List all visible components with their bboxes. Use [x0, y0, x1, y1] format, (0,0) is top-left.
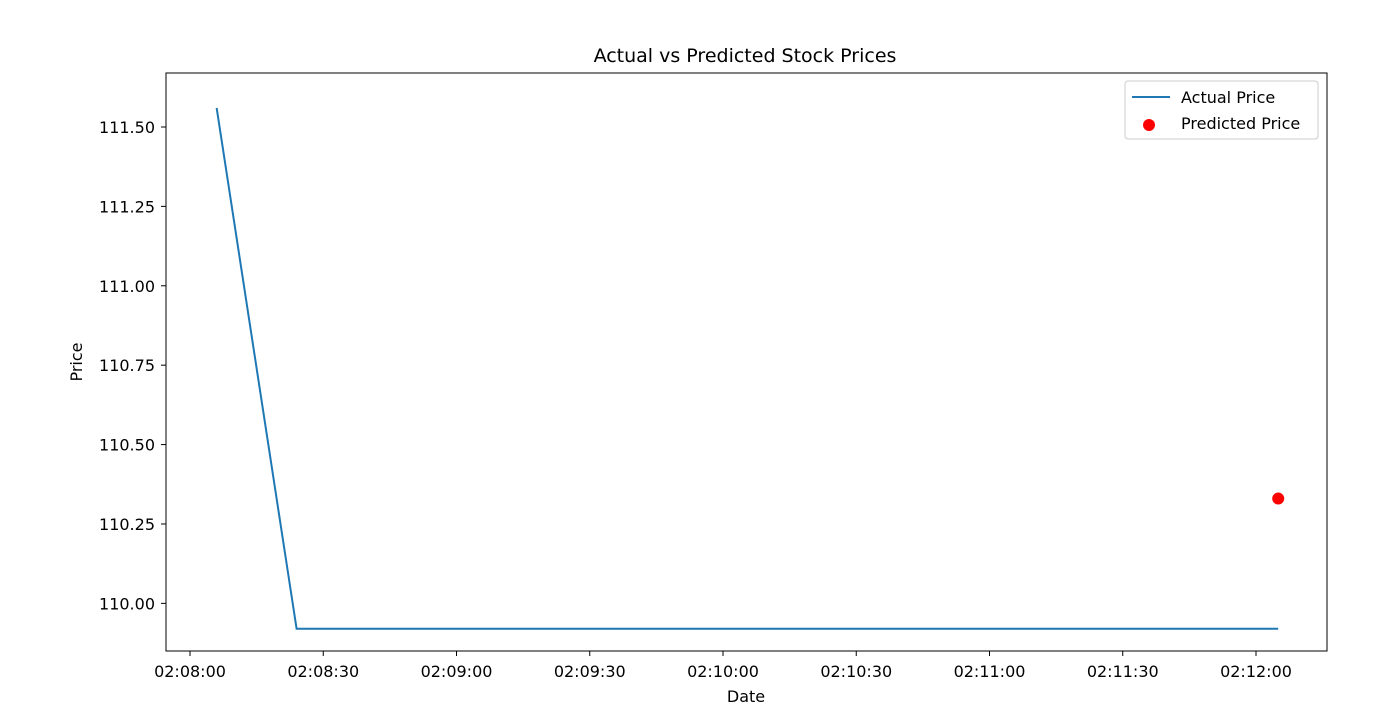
legend-box: [1124, 80, 1319, 140]
legend: Actual Price Predicted Price: [1124, 80, 1319, 140]
x-axis-ticks: 02:08:00 02:08:30 02:09:00 02:09:30 02:10:00…: [154, 651, 1292, 681]
y-tick-label: 110.75: [99, 356, 155, 375]
series-layer: [215, 107, 1285, 630]
x-axis-label: Date: [727, 687, 765, 705]
x-tick-label: 02:10:30: [820, 662, 892, 681]
y-axis-ticks: 110.00 110.25 110.50 110.75 111.00 111.25 111.…: [99, 118, 166, 613]
y-tick-label: 110.00: [99, 594, 155, 613]
legend-swatch-predicted-price: [1143, 119, 1155, 131]
series-point-predicted-price: [1272, 492, 1285, 505]
x-tick-label: 02:08:00: [154, 662, 226, 681]
y-tick-label: 111.50: [99, 118, 155, 137]
y-tick-label: 111.25: [99, 197, 155, 216]
chart-title: Actual vs Predicted Stock Prices: [594, 45, 897, 67]
x-tick-label: 02:11:30: [1087, 662, 1159, 681]
plot-area: [165, 72, 1328, 652]
x-tick-label: 02:10:00: [687, 662, 759, 681]
x-tick-label: 02:09:30: [554, 662, 626, 681]
axes-frame: [165, 72, 1328, 652]
legend-label-actual-price: Actual Price: [1181, 88, 1275, 107]
y-axis-label: Price: [67, 342, 86, 381]
y-tick-label: 110.50: [99, 436, 155, 455]
x-tick-label: 02:12:00: [1220, 662, 1292, 681]
x-tick-label: 02:09:00: [421, 662, 493, 681]
legend-label-predicted-price: Predicted Price: [1181, 114, 1300, 133]
series-line-actual-price: [215, 107, 1279, 630]
y-tick-label: 111.00: [99, 277, 155, 296]
y-tick-label: 110.25: [99, 515, 155, 534]
x-tick-label: 02:11:00: [954, 662, 1026, 681]
x-tick-label: 02:08:30: [287, 662, 359, 681]
